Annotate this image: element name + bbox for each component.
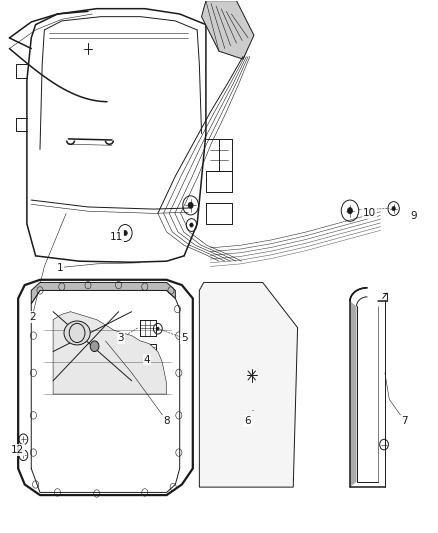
Text: 4: 4 <box>144 354 150 365</box>
Circle shape <box>90 341 99 352</box>
Text: 6: 6 <box>244 416 251 426</box>
Text: 8: 8 <box>163 416 170 426</box>
Circle shape <box>156 327 159 330</box>
Circle shape <box>123 230 127 236</box>
Ellipse shape <box>64 321 90 345</box>
Text: 9: 9 <box>410 211 417 221</box>
Text: 12: 12 <box>11 445 24 455</box>
Polygon shape <box>53 312 166 394</box>
Text: 2: 2 <box>29 312 35 322</box>
Text: 11: 11 <box>110 232 123 243</box>
Text: 5: 5 <box>181 333 187 343</box>
Circle shape <box>392 206 396 211</box>
Circle shape <box>190 223 193 227</box>
Text: 1: 1 <box>57 263 63 272</box>
Circle shape <box>188 202 193 208</box>
Circle shape <box>347 207 353 214</box>
Polygon shape <box>201 1 254 59</box>
Text: 10: 10 <box>363 208 376 219</box>
Polygon shape <box>350 301 357 487</box>
Polygon shape <box>199 282 297 487</box>
Text: 7: 7 <box>401 416 408 426</box>
Text: 3: 3 <box>117 333 124 343</box>
Polygon shape <box>31 282 175 304</box>
